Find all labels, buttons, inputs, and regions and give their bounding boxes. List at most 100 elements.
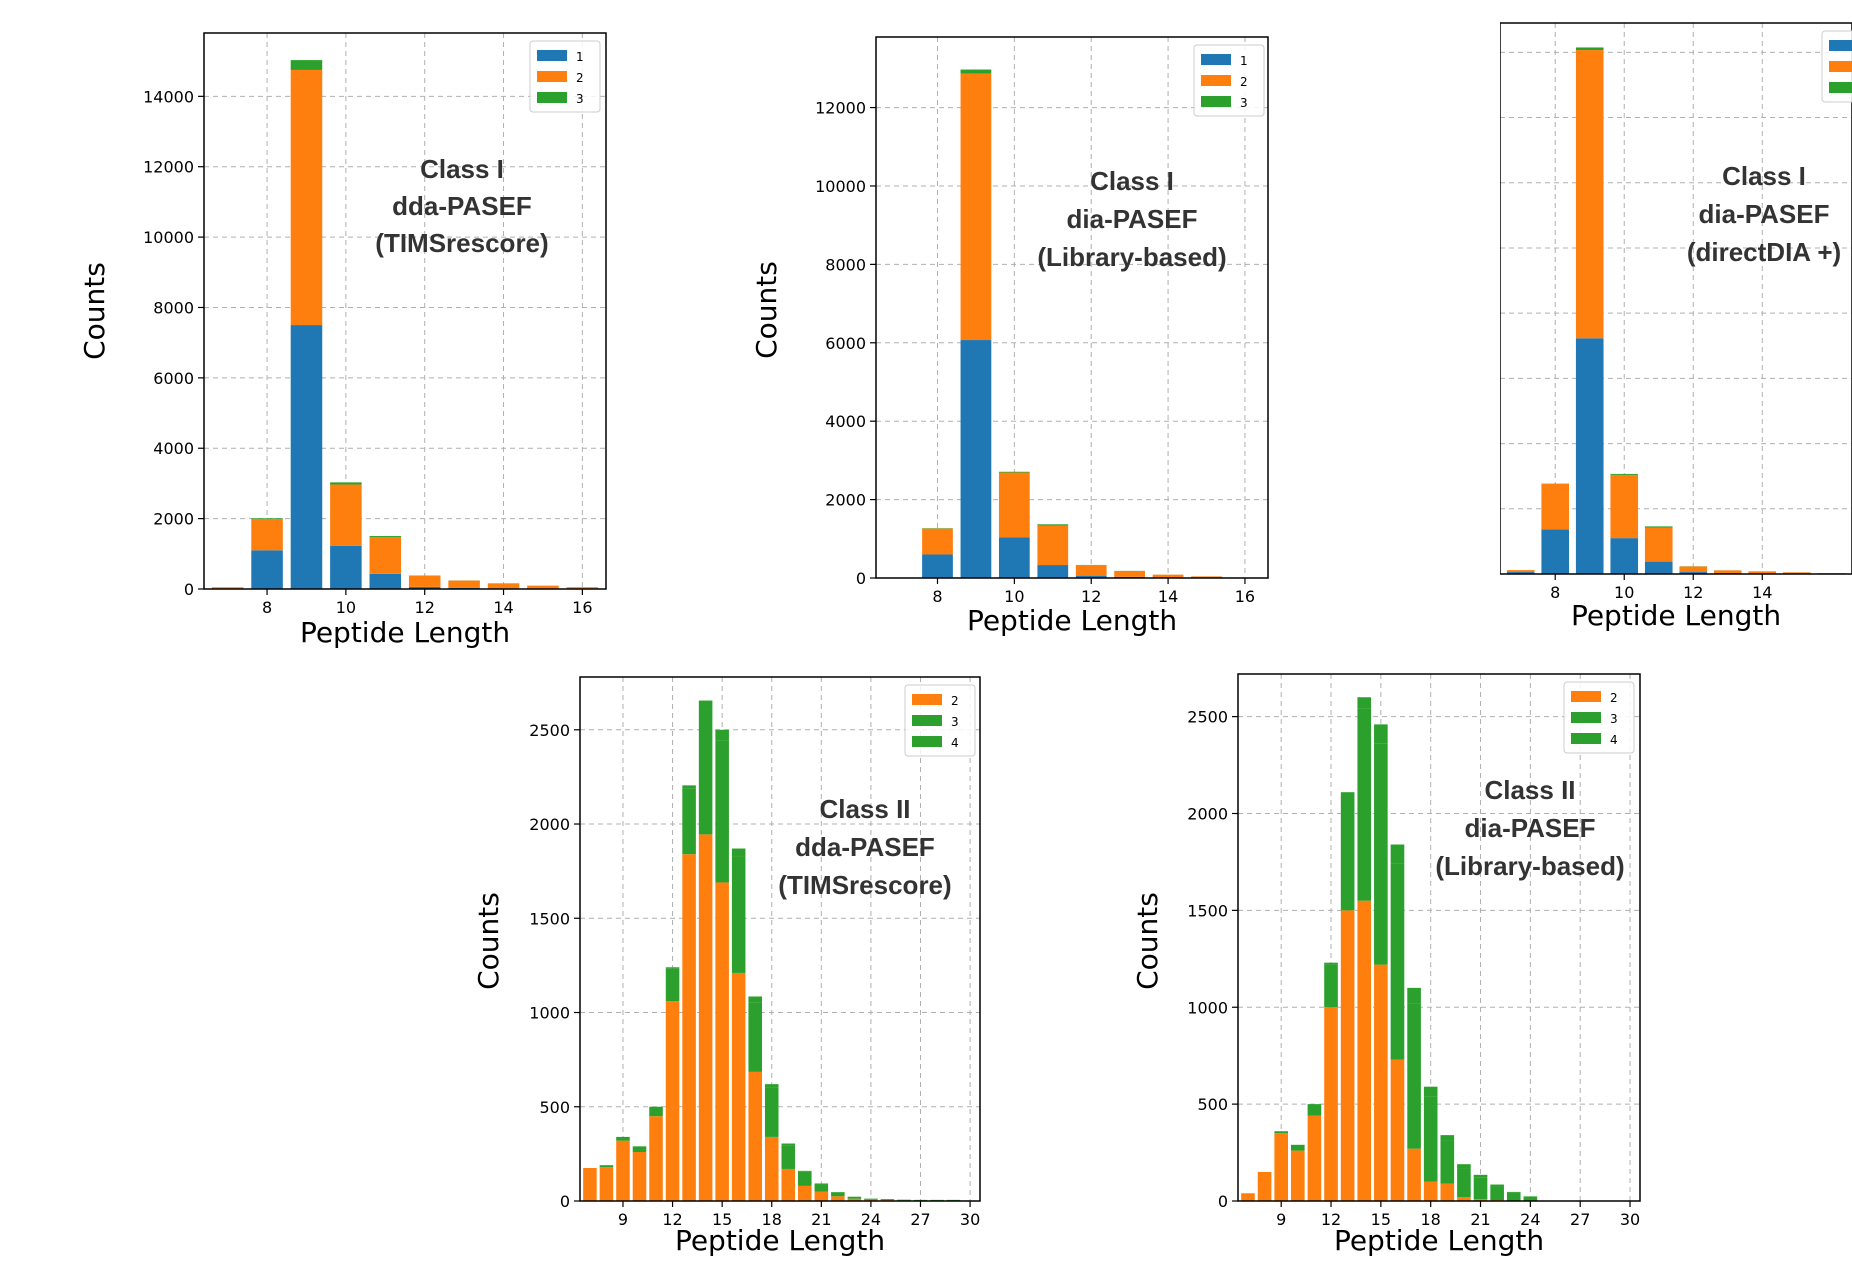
y-tick-label: 1500 [529, 909, 570, 928]
x-tick-label: 21 [811, 1210, 831, 1229]
bar-series-3-length-21 [1473, 1177, 1488, 1200]
x-axis-label: Peptide Length [967, 604, 1177, 637]
annotation-line-3: (directDIA +) [1687, 237, 1841, 267]
bar-series-2-length-12 [665, 1001, 680, 1201]
bar-series-2-length-10 [1610, 474, 1639, 539]
legend-swatch-3 [1571, 712, 1601, 723]
bar-series-2-length-22 [831, 1196, 845, 1201]
bar-series-2-length-14 [487, 583, 520, 589]
legend-swatch-2 [1201, 75, 1231, 86]
bar-series-2-length-11 [1307, 1115, 1322, 1201]
bars [1241, 697, 1538, 1201]
bar-series-2-length-7 [1241, 1193, 1255, 1201]
bar-series-2-length-13 [448, 580, 480, 588]
bar-series-3-length-24 [1523, 1196, 1538, 1201]
bar-series-2-length-20 [1457, 1197, 1471, 1201]
x-tick-label: 14 [1752, 583, 1772, 602]
x-tick-label: 12 [1683, 583, 1703, 602]
bar-series-3-length-14 [1357, 708, 1372, 901]
bar-series-2-length-21 [1473, 1199, 1488, 1201]
y-tick-label: 0 [856, 569, 866, 588]
bar-series-3-length-26 [897, 1199, 911, 1201]
x-tick-label: 24 [1520, 1210, 1540, 1229]
bar-series-3-length-21 [814, 1184, 829, 1192]
bar-series-3-length-9 [616, 1136, 630, 1141]
bar-series-2-length-17 [1407, 1148, 1421, 1201]
bar-series-2-length-11 [369, 537, 402, 574]
bar-series-4-length-18 [764, 1084, 779, 1088]
annotation: Class II dda-PASEF (TIMSrescore) [778, 794, 951, 900]
bar-series-3-length-15 [715, 740, 729, 883]
bar-series-2-length-15 [1782, 572, 1811, 574]
x-tick-label: 15 [712, 1210, 732, 1229]
plot-frame [875, 36, 1269, 579]
y-axis-label: Counts [750, 261, 783, 359]
x-tick-label: 10 [1004, 587, 1024, 606]
x-tick-label: 18 [1421, 1210, 1441, 1229]
legend-label-3: 3 [576, 92, 584, 106]
bar-series-3-length-16 [731, 856, 746, 973]
x-axis-label: Peptide Length [1571, 599, 1781, 632]
bar-series-3-length-25 [880, 1199, 895, 1201]
plot-frame [1500, 22, 1852, 575]
bar-series-4-length-21 [1473, 1174, 1488, 1178]
bar-series-1-length-8 [1541, 529, 1570, 574]
y-tick-label: 6000 [153, 369, 194, 388]
bar-series-2-length-12 [1679, 566, 1708, 573]
bars [583, 700, 977, 1201]
bar-series-3-length-10 [1610, 473, 1639, 475]
legend-swatch-2 [1829, 61, 1852, 72]
legend-swatch-3 [1829, 82, 1852, 93]
bar-series-4-length-17 [748, 996, 762, 1003]
y-tick-label: 4000 [153, 439, 194, 458]
bar-series-2-length-12 [1075, 565, 1107, 576]
bar-series-2-length-10 [632, 1151, 647, 1201]
legend: 2 3 4 [1563, 681, 1635, 754]
bar-series-2-length-11 [649, 1116, 663, 1201]
bar-series-3-length-19 [1440, 1140, 1455, 1184]
chart-panel-4: 9 12 15 18 21 24 27 3005001000150020002500Pepti… [472, 676, 981, 1257]
bar-series-3-length-9 [290, 60, 323, 70]
x-tick-label: 16 [1235, 587, 1255, 606]
bar-series-3-length-18 [764, 1087, 779, 1137]
bar-series-2-length-14 [1152, 574, 1184, 578]
x-tick-label: 30 [960, 1210, 980, 1229]
annotation-line-2: dia-PASEF [1699, 199, 1830, 229]
annotation-line-3: (TIMSrescore) [375, 228, 548, 258]
legend-swatch-2 [912, 694, 942, 705]
y-tick-label: 2000 [529, 815, 570, 834]
bar-series-2-length-24 [864, 1199, 878, 1201]
bar-series-2-length-10 [330, 484, 362, 546]
bar-series-1-length-12 [408, 586, 441, 589]
legend-swatch-2 [1571, 691, 1601, 702]
bar-series-1-length-12 [1679, 572, 1708, 574]
bar-series-2-length-8 [251, 518, 283, 551]
bar-series-3-length-9 [960, 69, 992, 74]
bar-series-3-length-22 [831, 1192, 845, 1197]
bar-series-2-length-11 [1644, 527, 1673, 562]
bar-series-2-length-19 [1440, 1183, 1455, 1201]
annotation-line-3: (TIMSrescore) [778, 870, 951, 900]
y-tick-label: 1000 [529, 1004, 570, 1023]
bar-series-4-length-19 [1440, 1135, 1455, 1141]
bars [1506, 47, 1846, 574]
bar-series-3-length-8 [251, 518, 283, 519]
y-tick-label: 10000 [1439, 239, 1490, 258]
x-tick-label: 12 [1321, 1210, 1341, 1229]
bar-series-2-length-7 [211, 587, 244, 589]
annotation: Class II dia-PASEF (Library-based) [1435, 775, 1624, 881]
y-tick-label: 12000 [815, 99, 866, 118]
ticks: 8 10 12 14 0 2000 4000 6000 8000 10000 12000 14000 1… [1439, 239, 1772, 602]
legend-swatch-3 [1201, 96, 1231, 107]
bar-series-4-length-21 [814, 1183, 829, 1185]
x-axis-label: Peptide Length [675, 1224, 885, 1257]
ticks: 9 12 15 18 21 24 27 30 0 500 1000 1500 2000 2500 [1187, 708, 1640, 1229]
bar-series-1-length-12 [1075, 575, 1107, 578]
x-tick-label: 16 [572, 598, 592, 617]
annotation-line-2: dda-PASEF [392, 191, 532, 221]
legend: 123 [1821, 30, 1852, 103]
bar-series-1-length-11 [369, 573, 402, 589]
annotation-line-1: Class I [1090, 166, 1174, 196]
bar-series-2-length-7 [1506, 570, 1535, 573]
x-tick-label: 24 [861, 1210, 881, 1229]
